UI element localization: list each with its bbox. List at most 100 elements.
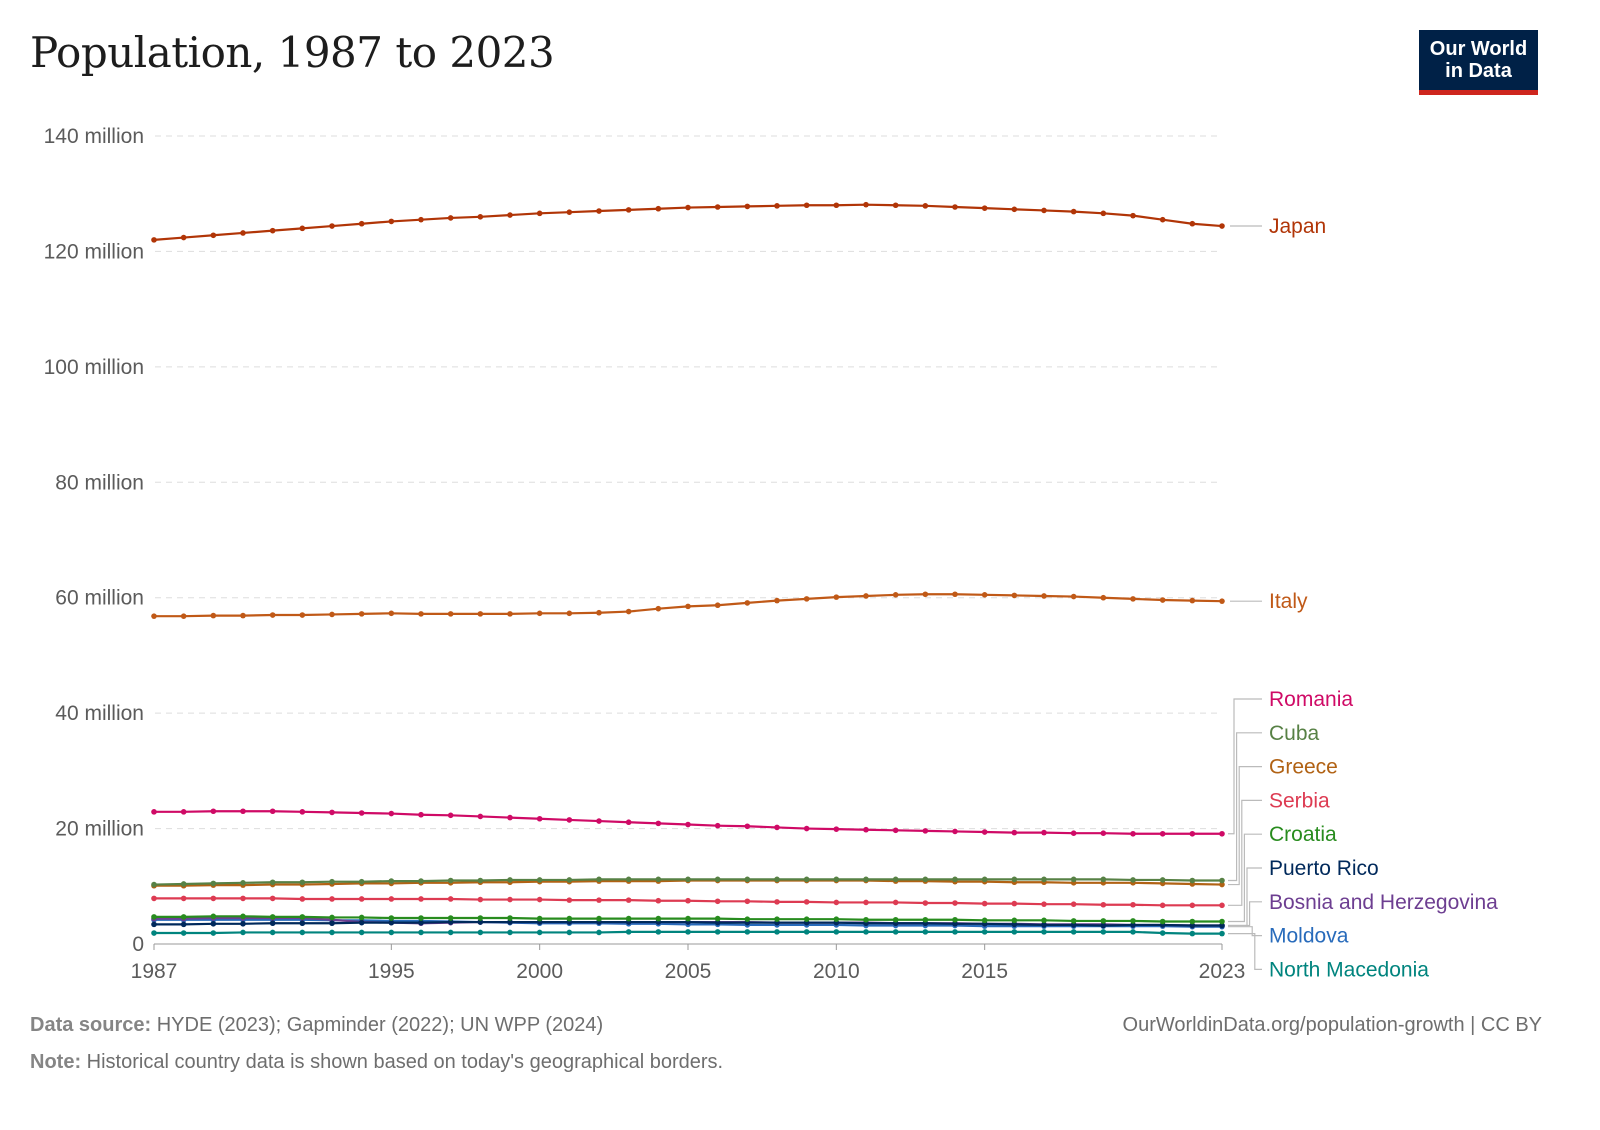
data-point [1159, 830, 1166, 837]
data-point [1219, 918, 1225, 925]
data-point [1189, 902, 1196, 909]
x-tick-label: 2000 [516, 960, 563, 983]
data-point [1130, 901, 1136, 908]
data-point [240, 612, 246, 619]
data-point [388, 810, 395, 817]
data-point [240, 880, 246, 886]
data-point [180, 914, 187, 920]
data-point [151, 237, 157, 243]
series-label[interactable]: Puerto Rico [1269, 857, 1379, 880]
data-point [418, 896, 424, 902]
data-point [447, 919, 454, 925]
data-point [299, 225, 306, 232]
data-point [1100, 830, 1107, 836]
data-point [655, 205, 662, 212]
data-point [477, 915, 484, 921]
y-tick-label: 140 million [44, 125, 144, 148]
data-point [833, 202, 840, 209]
data-point [625, 929, 632, 935]
data-point [1189, 220, 1196, 227]
data-point [1159, 597, 1166, 603]
series-label[interactable]: Italy [1269, 590, 1308, 613]
data-point [892, 916, 899, 923]
series-label[interactable]: Romania [1269, 688, 1353, 711]
data-point [685, 821, 691, 828]
data-point [507, 929, 513, 936]
series-label[interactable]: North Macedonia [1269, 958, 1429, 981]
data-point [1011, 876, 1018, 883]
data-point [358, 810, 365, 816]
data-point [1100, 901, 1107, 908]
data-point [774, 929, 780, 935]
data-point [625, 819, 632, 826]
data-point [625, 207, 632, 213]
data-point [863, 899, 869, 906]
data-point [1219, 930, 1225, 937]
data-point [596, 818, 602, 824]
data-point [892, 899, 899, 906]
data-point [210, 232, 217, 239]
data-point [744, 203, 751, 210]
data-point [358, 896, 365, 902]
data-point [477, 611, 484, 617]
data-point [1189, 918, 1196, 925]
data-point [269, 929, 276, 936]
data-point [803, 876, 810, 883]
owid-logo[interactable]: Our World in Data [1419, 30, 1538, 95]
data-point [981, 829, 988, 835]
data-point [1130, 830, 1136, 837]
data-point [685, 897, 691, 904]
data-point [922, 876, 929, 883]
data-point [388, 915, 395, 921]
data-point [744, 916, 751, 922]
series-label[interactable]: Greece [1269, 756, 1338, 779]
data-point [1011, 917, 1018, 924]
data-point [299, 896, 306, 902]
data-point [981, 205, 988, 211]
data-point [329, 611, 335, 618]
data-point [418, 878, 424, 884]
series-label[interactable]: Cuba [1269, 722, 1320, 745]
data-point [1041, 593, 1047, 599]
data-point [981, 929, 988, 935]
data-point [418, 811, 424, 818]
data-point [269, 920, 276, 927]
data-point [566, 929, 573, 936]
source-text[interactable]: HYDE (2023); Gapminder (2022); UN WPP (2… [156, 1014, 604, 1036]
data-point [447, 915, 454, 921]
data-point [1041, 207, 1047, 214]
series-label[interactable]: Moldova [1269, 925, 1349, 948]
source-url[interactable]: OurWorldinData.org/population-growth | C… [1122, 1014, 1542, 1036]
label-connector [1228, 698, 1262, 835]
data-point [1130, 877, 1136, 883]
data-point [536, 610, 543, 617]
data-point [1011, 929, 1018, 935]
data-point [922, 203, 929, 209]
data-point [1189, 830, 1196, 837]
series-label[interactable]: Japan [1269, 215, 1326, 238]
data-point [803, 596, 810, 602]
data-point [1011, 921, 1018, 928]
data-point [1100, 210, 1107, 217]
data-point [803, 899, 810, 905]
data-point [269, 612, 276, 618]
series-label[interactable]: Serbia [1269, 789, 1330, 812]
data-point [863, 201, 869, 208]
data-point [1041, 829, 1047, 836]
data-point [151, 809, 157, 815]
data-point [952, 929, 958, 935]
data-point [329, 223, 335, 229]
note: Note: Historical country data is shown b… [30, 1051, 723, 1074]
data-point [269, 895, 276, 902]
data-point [952, 591, 958, 598]
series-label[interactable]: Croatia [1269, 823, 1337, 846]
data-point [596, 915, 602, 922]
series-label[interactable]: Bosnia and Herzegovina [1269, 891, 1498, 914]
data-point [358, 878, 365, 885]
data-point [833, 899, 840, 906]
data-point [1189, 877, 1196, 884]
data-point [536, 929, 543, 936]
data-point [1219, 830, 1225, 837]
data-point [863, 916, 869, 923]
